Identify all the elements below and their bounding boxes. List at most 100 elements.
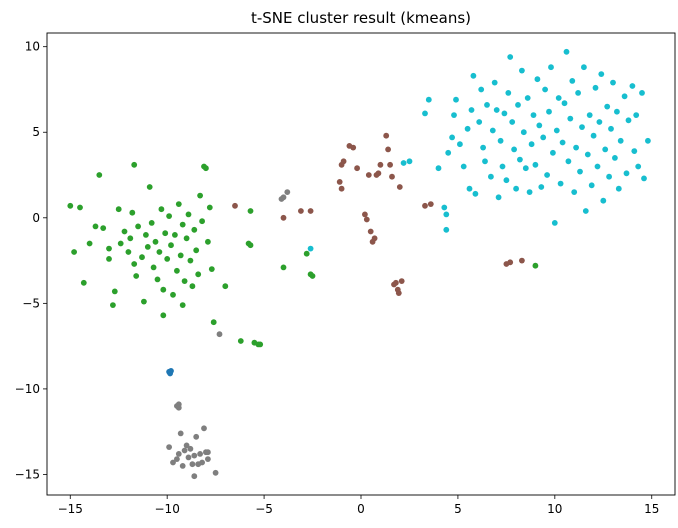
data-point-s1-50	[542, 86, 548, 93]
data-point-s0-13	[117, 240, 124, 247]
data-point-s1-40	[522, 165, 529, 172]
data-point-s0-26	[146, 184, 153, 190]
data-point-s0-4	[86, 240, 93, 247]
data-point-s2-13	[365, 172, 372, 178]
data-point-s3-6	[175, 404, 182, 411]
data-point-s1-17	[476, 119, 483, 125]
data-point-s0-1	[77, 204, 83, 211]
data-point-s2-22	[387, 161, 393, 168]
data-point-s1-47	[536, 122, 543, 129]
data-point-s1-94	[631, 148, 638, 155]
y-tick-label: 5	[32, 125, 40, 139]
data-point-s1-60	[561, 100, 568, 107]
data-point-s1-34	[511, 146, 517, 153]
data-point-s1-78	[596, 119, 603, 125]
data-point-s0-0	[67, 202, 74, 209]
data-point-s3-12	[179, 463, 186, 469]
y-axis: 10 5 0 −5 −10 −15	[15, 40, 47, 481]
data-point-s1-38	[519, 67, 525, 74]
data-point-s2-29	[398, 278, 405, 284]
data-point-s2-1	[280, 214, 287, 221]
data-point-s0-18	[131, 261, 138, 267]
data-point-s0-73	[309, 273, 316, 279]
data-point-s2-4	[336, 179, 343, 185]
data-point-s1-59	[559, 139, 566, 146]
data-point-s0-57	[203, 165, 209, 172]
x-tick-label: −5	[255, 502, 273, 516]
data-point-s0-46	[181, 278, 188, 284]
data-point-s1-93	[629, 83, 636, 89]
data-point-s1-66	[573, 144, 579, 151]
data-point-s1-57	[555, 95, 562, 101]
data-point-s1-56	[553, 127, 560, 134]
data-point-s0-5	[92, 223, 99, 230]
data-point-s2-6	[338, 185, 345, 192]
data-point-s0-10	[110, 302, 116, 308]
data-point-s1-16	[472, 190, 479, 197]
data-point-s2-3	[307, 208, 314, 214]
x-tick-label: 0	[357, 502, 365, 516]
data-point-s3-18	[191, 452, 198, 459]
data-point-s3-27	[205, 449, 211, 456]
data-point-s1-45	[532, 161, 539, 168]
data-point-s1-55	[551, 220, 558, 226]
data-point-s1-20	[482, 158, 488, 165]
data-point-s0-55	[199, 218, 206, 225]
data-point-s1-22	[488, 173, 494, 180]
data-point-s0-61	[210, 319, 217, 326]
data-point-s0-14	[121, 228, 128, 235]
data-point-s1-64	[569, 78, 576, 84]
data-point-s1-0	[422, 110, 428, 117]
data-point-s0-25	[144, 244, 151, 250]
data-point-s1-18	[478, 86, 485, 93]
data-point-s1-80	[600, 197, 607, 204]
data-point-s0-40	[172, 232, 178, 238]
x-tick-label: 15	[644, 502, 659, 516]
data-point-s1-89	[617, 137, 624, 144]
data-point-s1-101	[406, 158, 413, 165]
data-point-s1-72	[584, 151, 591, 158]
data-point-s1-90	[621, 93, 628, 100]
data-point-s0-34	[160, 312, 167, 319]
data-point-s0-27	[148, 220, 155, 226]
data-point-s0-39	[170, 291, 176, 298]
data-point-s1-35	[513, 185, 519, 192]
data-point-s3-22	[197, 451, 204, 457]
data-point-s3-2	[280, 194, 287, 201]
data-point-s1-71	[582, 208, 589, 214]
data-point-s1-14	[468, 107, 475, 113]
data-point-s2-9	[350, 144, 357, 151]
data-point-s3-13	[181, 447, 188, 454]
data-point-s0-52	[193, 247, 200, 254]
data-point-s1-10	[457, 141, 463, 148]
data-point-s2-18	[375, 170, 382, 177]
data-point-s1-76	[592, 84, 599, 91]
y-tick-label: 10	[25, 40, 40, 54]
data-point-s1-52	[546, 108, 552, 115]
data-point-s3-0	[216, 331, 223, 338]
data-point-s1-30	[503, 177, 510, 184]
data-point-s1-100	[400, 160, 407, 166]
data-point-s1-68	[577, 168, 583, 175]
data-point-s3-8	[170, 459, 176, 466]
data-point-s1-2	[435, 165, 442, 172]
points-layer	[67, 48, 651, 480]
data-point-s2-2	[298, 208, 304, 214]
data-point-s3-14	[183, 442, 190, 449]
x-tick-label: −15	[58, 502, 83, 516]
data-point-s1-79	[598, 71, 605, 77]
data-point-s3-10	[175, 451, 182, 457]
data-point-s1-31	[505, 90, 512, 96]
data-point-s0-15	[125, 249, 132, 255]
data-point-s1-1	[425, 96, 432, 103]
data-point-s0-36	[164, 256, 171, 262]
data-point-s1-51	[544, 172, 550, 178]
data-point-s1-77	[594, 163, 601, 170]
data-point-s0-22	[139, 254, 145, 261]
data-point-s1-6	[445, 149, 452, 156]
data-point-s1-27	[497, 137, 504, 144]
data-point-s0-32	[158, 206, 165, 213]
y-tick-label: 0	[32, 211, 40, 225]
data-point-s1-36	[515, 102, 521, 108]
data-point-s0-3	[80, 279, 87, 286]
